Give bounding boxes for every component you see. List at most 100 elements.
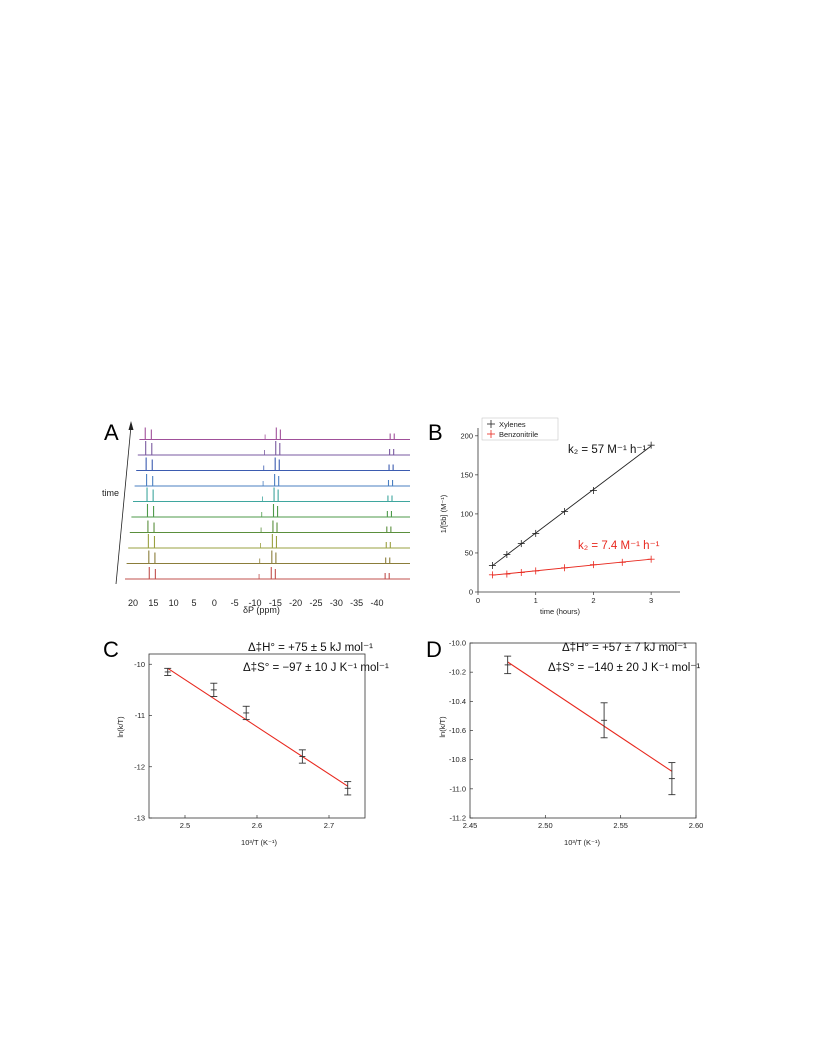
panel-b-x-tick-label: 2	[591, 596, 595, 605]
panel-a-tick-label: -20	[289, 598, 302, 608]
time-label: time	[102, 488, 119, 498]
panel-d-label: D	[426, 637, 442, 662]
panel-a-tick-label: 15	[148, 598, 158, 608]
panel-b-legend: Xylenes Benzonitrile	[481, 417, 559, 441]
y-tick-label: -13	[134, 814, 145, 823]
y-tick-label: -10	[134, 660, 145, 669]
series-0-point	[532, 529, 540, 537]
legend-label-xylenes: Xylenes	[499, 420, 526, 429]
panel-b-ylabel: 1/[5b] (M⁻¹)	[439, 494, 448, 533]
panel-a-tick-label: 5	[191, 598, 196, 608]
panel-b: B 0 1 2 3 0 50 100 150 200 k₂ = 57 M⁻¹ h⁻¹ k₂ = …	[428, 417, 680, 616]
nmr-trace	[136, 457, 410, 471]
time-arrow	[115, 425, 132, 585]
fit-line	[507, 661, 673, 772]
nmr-trace	[125, 567, 410, 580]
x-tick-label: 2.6	[252, 821, 262, 830]
series-0-point	[488, 561, 496, 569]
series-0-point	[561, 508, 569, 516]
legend-label-benzonitrile: Benzonitrile	[499, 430, 538, 439]
series-1-point	[517, 568, 525, 576]
nmr-trace	[139, 427, 410, 440]
panel-b-x-tick-label: 3	[649, 596, 653, 605]
series-1-point	[532, 567, 540, 575]
panel-d-xlabel: 10³/T (K⁻¹)	[564, 838, 600, 847]
series-1-point	[647, 555, 655, 563]
fit-line	[167, 667, 349, 787]
x-tick-label: 2.50	[538, 821, 553, 830]
panel-d-enthalpy: Δ‡H° = +57 ± 7 kJ mol⁻¹	[562, 642, 687, 654]
time-arrowhead-icon	[128, 421, 134, 430]
panel-b-x-tick-label: 0	[476, 596, 480, 605]
panel-b-y-tick-label: 150	[460, 470, 473, 479]
panel-a-tick-label: -40	[370, 598, 383, 608]
x-tick-label: 2.45	[463, 821, 478, 830]
legend-marker-benzonitrile-icon	[487, 430, 495, 438]
y-tick-label: -10.8	[449, 755, 466, 764]
nmr-trace	[129, 520, 410, 533]
panel-c: C 2.5 2.6 2.7 -10 -11 -12 -13 Δ‡H° = +75 ± 5 k…	[103, 637, 389, 847]
panel-a-tick-label: -10	[248, 598, 261, 608]
panel-b-y-tick-label: 0	[469, 588, 473, 597]
y-tick-label: -11.2	[449, 814, 466, 823]
panel-c-xlabel: 10³/T (K⁻¹)	[241, 838, 277, 847]
nmr-trace	[128, 534, 410, 549]
panel-a-xlabel: δP (ppm)	[243, 605, 280, 615]
panel-d-plot: 2.45 2.50 2.55 2.60 -10.0 -10.2 -10.4 -10.6 -10.…	[449, 639, 703, 831]
nmr-trace	[137, 441, 410, 456]
series-1-fit-line	[492, 558, 652, 576]
y-tick-label: -11.0	[449, 784, 466, 793]
panel-a-tick-label: -35	[350, 598, 363, 608]
legend-marker-xylenes-icon	[487, 420, 495, 428]
series-1-point	[618, 558, 626, 566]
x-tick-label: 2.60	[689, 821, 704, 830]
panel-a-tick-label: 20	[128, 598, 138, 608]
series-0-point	[517, 540, 525, 548]
y-tick-label: -10.6	[449, 726, 466, 735]
panel-a-tick-label: -5	[231, 598, 239, 608]
x-tick-label: 2.7	[324, 821, 334, 830]
nmr-trace	[131, 504, 410, 518]
series-1-point	[488, 571, 496, 579]
panel-b-y-tick-label: 50	[465, 548, 473, 557]
panel-a: A 20 15 10 5 0 -5 -10 -15 -20 -25 -30 -35 -40 time δ…	[102, 420, 410, 615]
nmr-trace	[126, 550, 410, 564]
series-0-point	[647, 441, 655, 449]
y-tick-label: -10.4	[449, 697, 466, 706]
benzonitrile-rate-annotation: k₂ = 7.4 M⁻¹ h⁻¹	[578, 540, 660, 552]
nmr-stack	[125, 427, 410, 580]
panel-b-x-tick-label: 1	[534, 596, 538, 605]
y-tick-label: -10.0	[449, 639, 466, 648]
panel-a-tick-label: 10	[169, 598, 179, 608]
panel-c-entropy: Δ‡S° = −97 ± 10 J K⁻¹ mol⁻¹	[243, 662, 389, 674]
x-tick-label: 2.5	[180, 821, 190, 830]
series-0-point	[503, 551, 511, 559]
panel-d: D 2.45 2.50 2.55 2.60 -10.0 -10.2 -10.4 -10.6 -1…	[426, 637, 703, 847]
y-tick-label: -12	[134, 762, 145, 771]
panel-a-x-axis: 20 15 10 5 0 -5 -10 -15 -20 -25 -30 -35 -40	[128, 598, 384, 608]
panel-b-xlabel: time (hours)	[540, 607, 581, 616]
nmr-trace	[134, 474, 410, 487]
panel-a-tick-label: -15	[269, 598, 282, 608]
nmr-trace	[133, 487, 410, 502]
panel-a-tick-label: -30	[330, 598, 343, 608]
series-1-point	[589, 561, 597, 569]
y-tick-label: -10.2	[449, 668, 466, 677]
xylenes-rate-annotation: k₂ = 57 M⁻¹ h⁻¹	[568, 444, 646, 456]
panel-b-plot: 0 1 2 3 0 50 100 150 200	[460, 428, 680, 605]
y-tick-label: -11	[135, 711, 145, 720]
panel-c-enthalpy: Δ‡H° = +75 ± 5 kJ mol⁻¹	[248, 642, 373, 654]
series-1-point	[561, 564, 569, 572]
panel-a-label: A	[104, 420, 119, 445]
panel-c-ylabel: ln(k/T)	[116, 716, 125, 738]
panel-d-entropy: Δ‡S° = −140 ± 20 J K⁻¹ mol⁻¹	[548, 662, 700, 674]
panel-a-tick-label: -25	[309, 598, 322, 608]
panel-b-y-tick-label: 200	[460, 431, 473, 440]
panel-d-ylabel: ln(k/T)	[438, 716, 447, 738]
legend-box	[481, 417, 559, 441]
panel-c-plot: 2.5 2.6 2.7 -10 -11 -12 -13	[134, 653, 366, 830]
series-0-fit-line	[492, 445, 652, 567]
panel-b-label: B	[428, 420, 443, 445]
series-0-point	[589, 486, 597, 494]
